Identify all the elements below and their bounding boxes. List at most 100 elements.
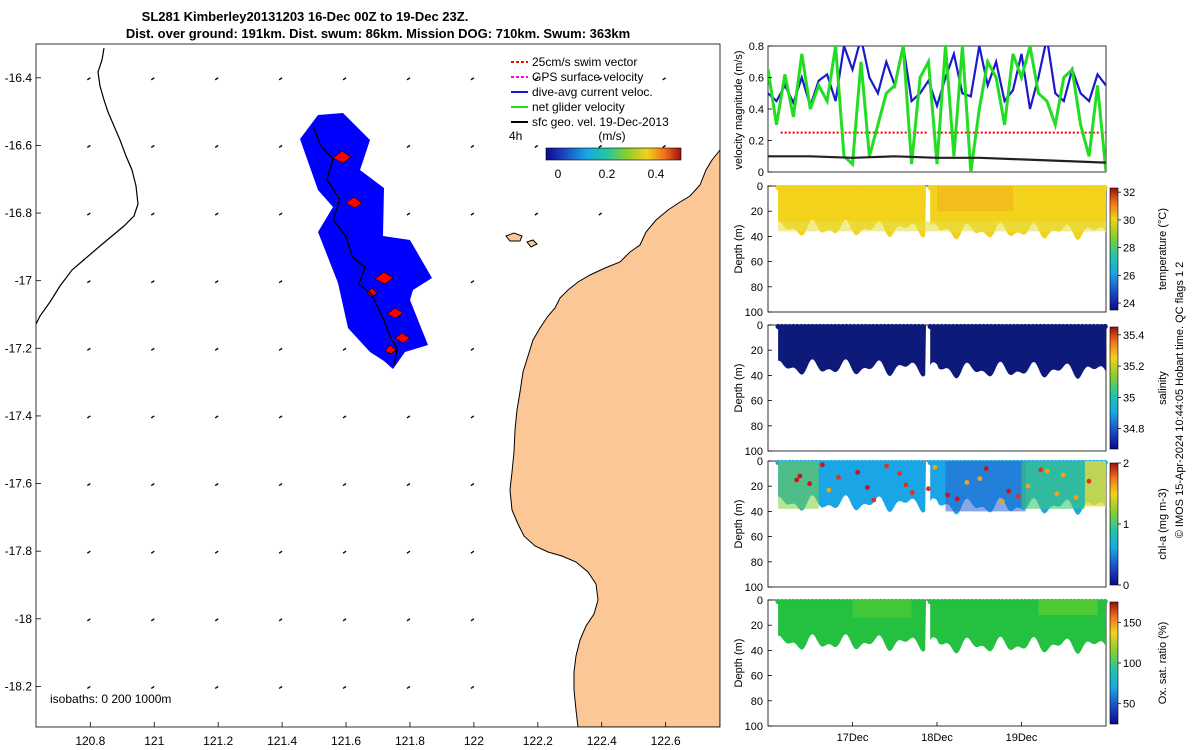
geo-velocity-arrow [342,550,347,554]
section-surface-dot [859,323,865,330]
section-surface-dot [1049,184,1055,191]
legend-label: net glider velocity [532,100,625,114]
ox-band [1038,600,1098,616]
section-surface-dot [901,323,907,330]
section-surface-dot [832,184,838,191]
section-surface-dot [1087,323,1093,330]
section-surface-dot [844,598,850,605]
section-surface-dot [1045,184,1051,191]
section-surface-dot [889,459,895,466]
section-surface-dot [813,598,819,605]
section-surface-dot [958,323,964,330]
velocity-series-line [768,46,1106,172]
section-surface-dot [958,598,964,605]
section-surface-dot [935,459,941,466]
geo-velocity-arrow [86,415,91,419]
section-colorbar [1109,601,1119,725]
chla-point [1015,493,1021,499]
colorbar-tick-label: 35.4 [1123,330,1144,342]
section-surface-dot [783,598,789,605]
chla-point [1006,488,1012,494]
section-surface-dot [965,598,971,605]
colorbar-tick-label: 50 [1123,699,1135,711]
geo-velocity-arrow [662,77,667,81]
section-surface-dot [946,598,952,605]
section-surface-dot [870,459,876,466]
geo-velocity-arrow [150,144,155,148]
section-y-tick-label: 80 [751,696,763,708]
section-y-tick-label: 40 [751,645,763,657]
chla-point [1060,472,1066,478]
chla-point [836,475,841,480]
section-surface-dot [988,598,994,605]
section-surface-dot [980,598,987,605]
geo-velocity-arrow [342,415,347,419]
colorbar-unit: (m/s) [598,129,625,143]
colorbar-tick-label: 0 [1123,580,1129,592]
section-surface-dot [840,323,846,330]
section-surface-dot [1003,598,1009,605]
section-y-tick-label: 0 [757,181,763,193]
section-surface-dot [1068,323,1074,330]
map-x-tick-label: 121 [144,734,164,748]
geo-velocity-arrow [342,685,347,689]
section-surface-dot [1003,323,1009,330]
geo-velocity-arrow [214,685,219,689]
section-surface-dot [1049,323,1055,330]
section-surface-dot [1007,598,1013,605]
geo-velocity-arrow [470,685,475,689]
land-mass [509,149,720,727]
section-surface-dot [794,323,800,330]
section-surface-dot [1060,323,1066,330]
section-surface-dot [882,184,888,191]
velocity-y-tick-label: 0.8 [749,41,764,53]
section-y-tick-label: 60 [751,671,763,683]
section-surface-dot [1045,323,1051,330]
section-surface-dot [817,184,823,191]
map-x-tick-label: 121.4 [267,734,297,748]
chla-point [983,466,989,471]
section-surface-dot [916,184,922,191]
section-cbar-label: temperature (°C) [1157,208,1169,290]
section-surface-dot [1022,323,1028,330]
section-panel-chla: 0 20 40 60 80 100 Depth (m) 0 1 2 chl-a (mg m-3) [733,456,1169,594]
map-x-tick-label: 121.2 [203,734,233,748]
section-surface-dot [1068,184,1074,191]
section-surface-dot [904,323,911,330]
section-surface-dot [855,184,861,191]
dive-marker [384,344,397,355]
section-y-tick-label: 60 [751,396,763,408]
section-surface-dot [779,598,785,605]
section-surface-dot [1034,323,1040,330]
section-surface-dot [832,459,838,466]
legend-label: 25cm/s swim vector [532,55,637,69]
section-surface-dot [893,323,899,330]
section-surface-dot [920,184,926,191]
section-cbar-label: salinity [1157,371,1169,405]
geo-velocity-arrow [598,212,603,216]
geo-velocity-arrow [214,483,219,487]
geo-velocity-arrow [534,77,539,81]
section-y-tick-label: 80 [751,557,763,569]
section-surface-dot [935,598,941,605]
chla-point [1044,468,1050,474]
section-surface-dot [866,459,873,466]
section-surface-dot [836,459,842,466]
section-colorbar [1109,326,1119,450]
geo-velocity-arrow [278,212,283,216]
colorbar-tick-label: 30 [1123,215,1135,227]
section-surface-dot [851,323,857,330]
section-surface-dot [1075,323,1082,330]
chla-point [999,498,1005,504]
section-surface-dot [920,459,926,466]
section-y-tick-label: 20 [751,620,763,632]
geo-velocity-arrow [86,347,91,351]
map-y-tick-label: -17.6 [5,477,33,491]
chla-point [1073,495,1079,500]
geo-velocity-arrow [470,144,475,148]
section-surface-dot [920,323,926,330]
chla-point [945,492,950,498]
section-y-tick-label: 20 [751,345,763,357]
dive-marker [366,287,378,298]
